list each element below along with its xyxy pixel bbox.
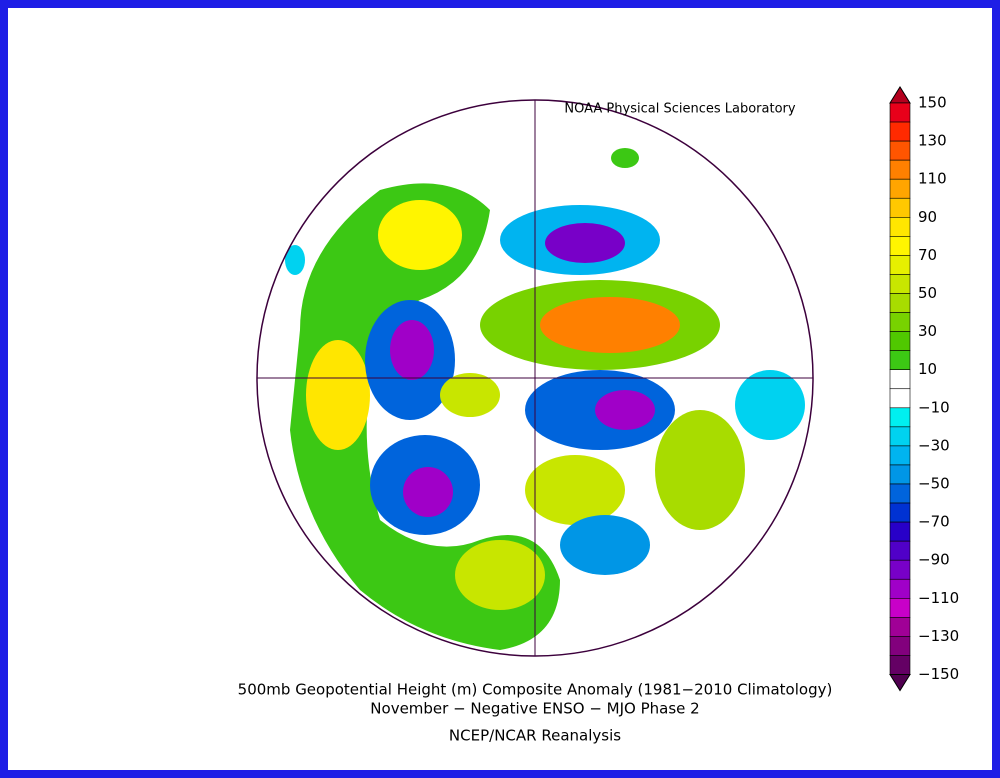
anomaly-region xyxy=(285,245,305,275)
credit: NOAA Physical Sciences Laboratory xyxy=(564,102,795,117)
colorbar-swatch xyxy=(889,102,911,123)
colorbar-label: −70 xyxy=(918,513,950,531)
colorbar-cap xyxy=(889,674,911,692)
colorbar-swatch xyxy=(889,178,911,199)
colorbar-swatch xyxy=(889,350,911,370)
colorbar-swatch xyxy=(889,197,911,218)
colorbar-swatch xyxy=(889,274,911,294)
colorbar-label: −30 xyxy=(918,436,950,454)
colorbar-swatch xyxy=(889,312,911,332)
colorbar-label: −110 xyxy=(918,589,959,607)
caption-title: 500mb Geopotential Height (m) Composite … xyxy=(238,681,833,699)
colorbar-swatch xyxy=(889,407,911,428)
anomaly-region xyxy=(455,540,545,610)
colorbar-label: −90 xyxy=(918,551,950,569)
colorbar-swatch xyxy=(889,597,911,618)
colorbar-swatch xyxy=(889,331,911,351)
colorbar-swatch xyxy=(889,636,911,656)
anomaly-region xyxy=(560,515,650,575)
colorbar-swatch xyxy=(889,578,911,599)
colorbar-swatch xyxy=(889,426,911,447)
colorbar-label: −130 xyxy=(918,627,959,645)
anomaly-region xyxy=(290,183,560,651)
colorbar-label: −10 xyxy=(918,398,950,416)
anomaly-region xyxy=(403,467,453,517)
colorbar-label: 150 xyxy=(918,94,947,112)
colorbar-label: 10 xyxy=(918,360,937,378)
colorbar-swatch xyxy=(889,369,911,390)
colorbar-swatch xyxy=(889,464,911,485)
anomaly-region xyxy=(595,390,655,430)
anomaly-region xyxy=(611,148,639,168)
colorbar-label: 30 xyxy=(918,322,937,340)
anomaly-region xyxy=(440,373,500,417)
anomaly-region xyxy=(540,297,680,353)
colorbar-swatch xyxy=(889,521,911,542)
colorbar-label: 110 xyxy=(918,170,947,188)
anomaly-region xyxy=(390,320,434,380)
colorbar-label: 90 xyxy=(918,208,937,226)
colorbar-swatch xyxy=(889,255,911,275)
colorbar-swatch xyxy=(889,236,911,256)
colorbar-label: 130 xyxy=(918,132,947,150)
colorbar-swatch xyxy=(889,502,911,523)
anomaly-region xyxy=(525,455,625,525)
anomaly-region xyxy=(306,340,370,450)
caption-subtitle: November − Negative ENSO − MJO Phase 2 xyxy=(370,700,699,718)
caption-source: NCEP/NCAR Reanalysis xyxy=(449,727,621,745)
colorbar-label: −150 xyxy=(918,665,959,683)
colorbar-swatch xyxy=(889,445,911,466)
colorbar-label: 70 xyxy=(918,246,937,264)
colorbar-swatch xyxy=(889,217,911,237)
colorbar-label: −50 xyxy=(918,475,950,493)
colorbar-swatch xyxy=(889,483,911,504)
colorbar-swatch xyxy=(889,559,911,580)
colorbar-label: 50 xyxy=(918,284,937,302)
colorbar-swatch xyxy=(889,140,911,161)
colorbar: 150 130 110 90 70 50 30 10 −10 −30 −50 −70 −90 −110 −1… xyxy=(889,86,959,692)
colorbar-swatch xyxy=(889,121,911,142)
anomaly-region xyxy=(378,200,462,270)
colorbar-swatch xyxy=(889,159,911,180)
colorbar-swatch xyxy=(889,540,911,561)
colorbar-swatch xyxy=(889,293,911,313)
colorbar-swatch xyxy=(889,388,911,409)
anomaly-region xyxy=(735,370,805,440)
colorbar-swatch xyxy=(889,617,911,637)
colorbar-swatch xyxy=(889,655,911,675)
anomaly-region xyxy=(545,223,625,263)
anomaly-region xyxy=(655,410,745,530)
